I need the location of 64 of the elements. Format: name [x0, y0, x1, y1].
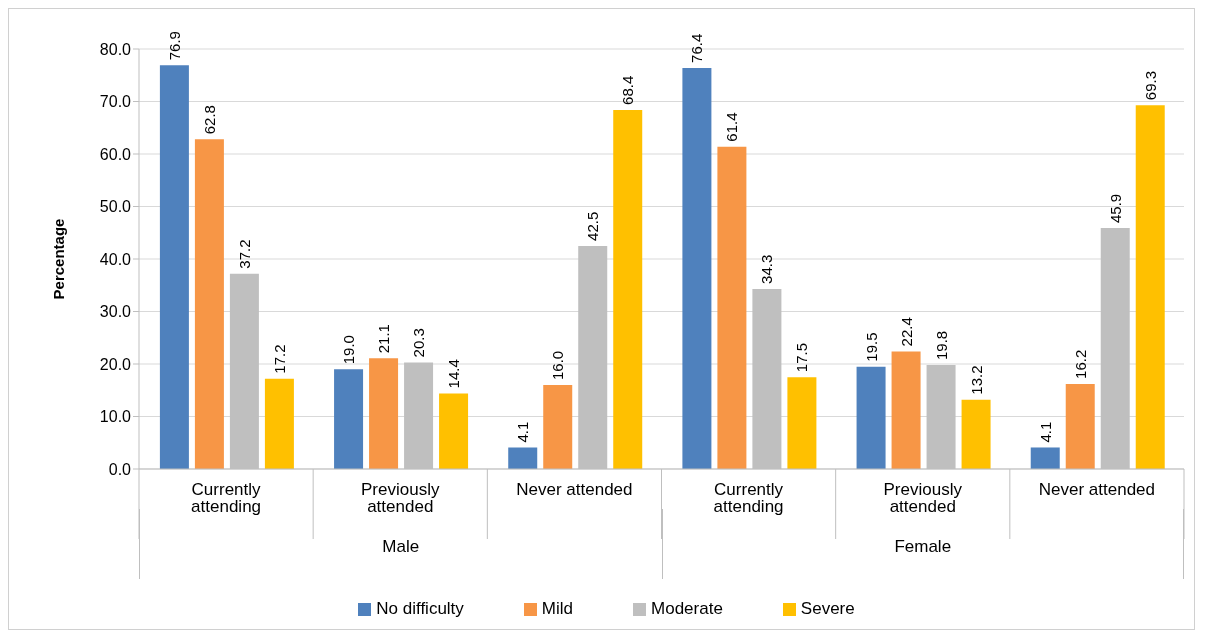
bar: [717, 146, 747, 469]
bar: [1065, 383, 1095, 469]
y-tick-label: 70.0: [99, 93, 132, 111]
x-tick-label: Currently attending: [713, 480, 784, 517]
bar: [787, 377, 817, 469]
data-label: 19.5: [862, 332, 880, 362]
data-label: 19.8: [932, 330, 950, 361]
bar: [613, 109, 643, 469]
data-label: 4.1: [1036, 421, 1054, 443]
legend-label: No difficulty: [375, 599, 464, 619]
bar: [682, 67, 712, 469]
x-tick-label: Never attended: [516, 480, 633, 500]
x-tick-label: Currently attending: [191, 480, 262, 517]
bar: [1135, 105, 1165, 469]
data-label: 68.4: [619, 75, 637, 105]
bar: [369, 358, 399, 469]
data-label: 16.2: [1071, 349, 1089, 379]
text: Male: [382, 537, 420, 556]
data-label: 76.4: [688, 33, 706, 63]
data-label: 61.4: [723, 112, 741, 142]
data-label: 22.4: [897, 317, 915, 347]
data-label: 45.9: [1106, 193, 1124, 224]
y-tick-label: 40.0: [99, 250, 132, 268]
data-label: 21.1: [375, 324, 393, 354]
legend-label: Severe: [799, 599, 855, 619]
y-tick-label: 0.0: [108, 460, 132, 478]
data-label: 17.2: [270, 344, 288, 374]
data-label: 62.8: [200, 105, 218, 135]
x-tick-label: Never attended: [1038, 480, 1156, 500]
bar: [891, 351, 921, 469]
data-label: 17.5: [793, 342, 811, 373]
y-tick-label: 50.0: [99, 198, 132, 216]
bar: [856, 366, 886, 469]
bar: [439, 393, 469, 469]
bar: [264, 378, 294, 469]
data-label: 4.1: [514, 421, 532, 443]
data-label: 20.3: [410, 328, 428, 358]
data-label: 13.2: [967, 365, 985, 395]
data-label: 76.9: [165, 31, 183, 61]
y-tick-label: 80.0: [99, 40, 132, 58]
bar: [1030, 447, 1060, 469]
bar: [961, 399, 991, 469]
y-tick-label: 10.0: [99, 408, 132, 426]
data-label: 34.3: [758, 254, 776, 284]
bar: [194, 139, 224, 469]
x-tick-label: Previously attended: [883, 480, 963, 517]
data-label: 69.3: [1141, 70, 1159, 101]
text: Female: [894, 537, 952, 556]
x-tick-label: Previously attended: [361, 480, 440, 517]
y-tick-label: 30.0: [99, 303, 132, 321]
legend-label: Mild: [540, 599, 574, 619]
data-label: 14.4: [445, 359, 463, 389]
bar: [334, 369, 364, 469]
bar: [508, 447, 538, 469]
data-label: 19.0: [340, 335, 358, 365]
y-tick-label: 60.0: [99, 145, 132, 163]
data-label: 16.0: [549, 350, 567, 380]
bar: [543, 385, 573, 469]
y-tick-label: 20.0: [99, 355, 132, 373]
y-axis-title: Percentage: [50, 218, 68, 300]
legend-label: Moderate: [650, 599, 723, 619]
bar: [159, 65, 189, 469]
data-label: 42.5: [584, 211, 602, 241]
data-label: 37.2: [235, 239, 253, 269]
